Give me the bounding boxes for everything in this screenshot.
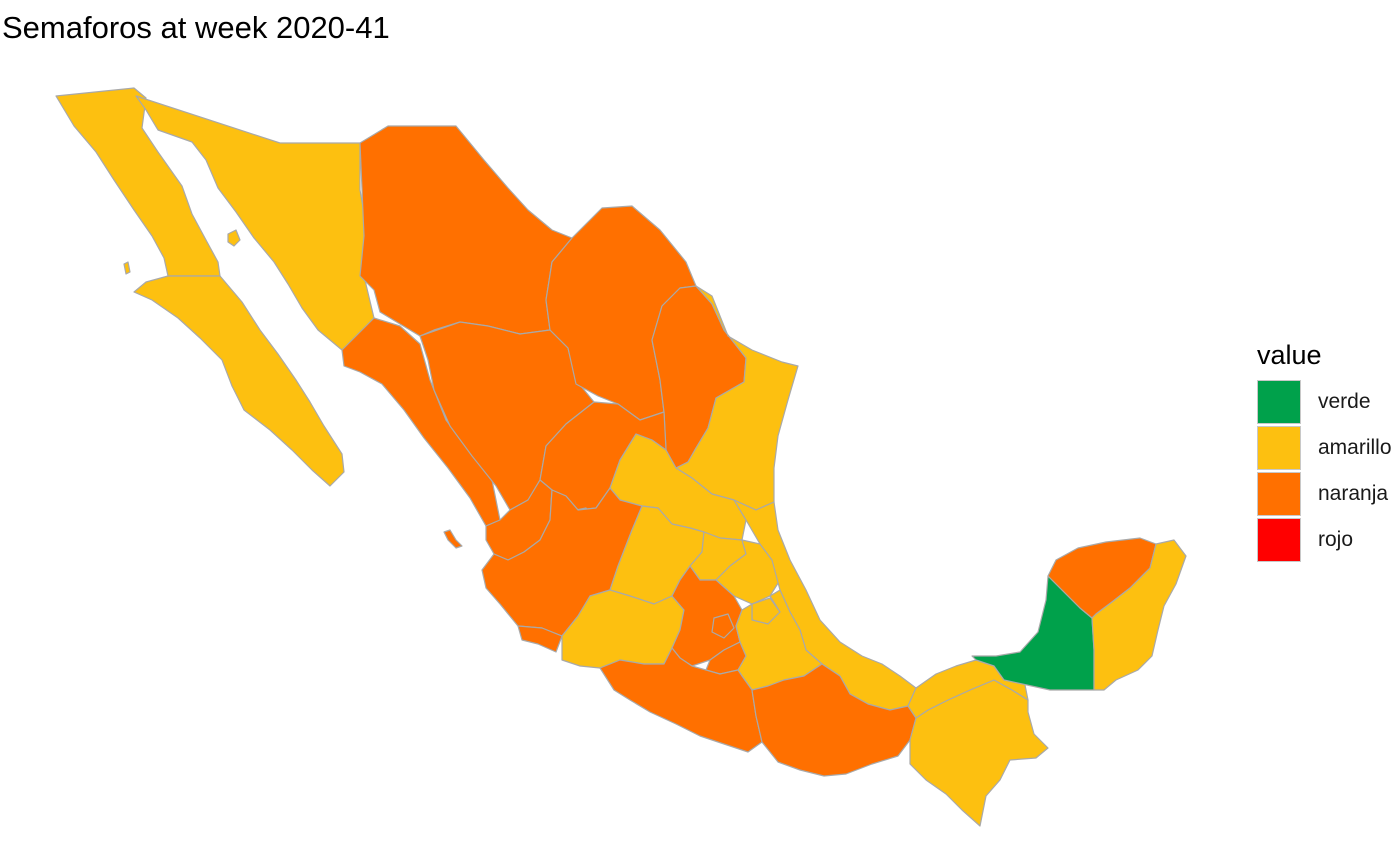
legend-title: value <box>1257 340 1322 370</box>
legend-label-verde: verde <box>1318 390 1371 413</box>
island-revillagigedo <box>443 529 463 549</box>
legend-swatch-rojo <box>1257 518 1301 562</box>
legend-item-naranja: naranja <box>1257 471 1392 517</box>
state-quintana-roo <box>1091 539 1187 691</box>
state-colima <box>517 625 563 653</box>
island-tiburon <box>227 229 241 247</box>
state-baja-california-sur <box>133 275 345 487</box>
legend-item-verde: verde <box>1257 379 1392 425</box>
legend: value verde amarillo naranja rojo <box>1257 340 1392 563</box>
legend-label-amarillo: amarillo <box>1318 436 1392 459</box>
legend-swatch-naranja <box>1257 472 1301 516</box>
legend-swatch-verde <box>1257 380 1301 424</box>
legend-label-rojo: rojo <box>1318 528 1354 551</box>
state-ciudad-de-mexico <box>711 613 735 639</box>
legend-swatch-amarillo <box>1257 426 1301 470</box>
state-guerrero <box>599 647 763 753</box>
state-chihuahua <box>359 125 573 337</box>
map-title: Semaforos at week 2020-41 <box>2 10 390 45</box>
legend-label-naranja: naranja <box>1318 482 1389 505</box>
legend-item-amarillo: amarillo <box>1257 425 1392 471</box>
island-guadalupe <box>123 261 131 275</box>
legend-item-rojo: rojo <box>1257 517 1392 563</box>
state-tabasco <box>907 659 1029 719</box>
